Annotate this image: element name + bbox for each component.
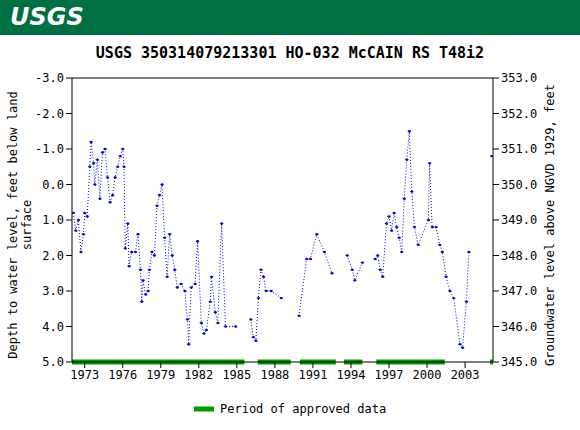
svg-text:2000: 2000 xyxy=(413,368,442,382)
svg-text:1973: 1973 xyxy=(70,368,99,382)
svg-text:USGS 350314079213301 HO-032 Mc: USGS 350314079213301 HO-032 McCAIN RS T4… xyxy=(96,44,484,62)
svg-text:1997: 1997 xyxy=(375,368,404,382)
svg-text:1991: 1991 xyxy=(298,368,327,382)
svg-text:351.0: 351.0 xyxy=(501,142,537,156)
svg-text:346.0: 346.0 xyxy=(501,320,537,334)
svg-text:-2.0: -2.0 xyxy=(35,107,64,121)
svg-text:1.0: 1.0 xyxy=(42,213,64,227)
svg-text:3.0: 3.0 xyxy=(42,284,64,298)
svg-text:surface: surface xyxy=(20,200,34,251)
svg-text:-3.0: -3.0 xyxy=(35,71,64,85)
svg-text:Depth to water level, feet bel: Depth to water level, feet below land xyxy=(8,91,20,358)
svg-text:Period of approved data: Period of approved data xyxy=(220,402,386,416)
svg-text:5.0: 5.0 xyxy=(42,355,64,369)
svg-text:1982: 1982 xyxy=(184,368,213,382)
svg-text:Groundwater level above NGVD 1: Groundwater level above NGVD 1929, feet xyxy=(543,84,557,366)
svg-text:-1.0: -1.0 xyxy=(35,142,64,156)
html-text:USGS: USGS xyxy=(10,3,84,31)
svg-text:2003: 2003 xyxy=(451,368,480,382)
svg-text:1976: 1976 xyxy=(108,368,137,382)
svg-text:1988: 1988 xyxy=(260,368,289,382)
svg-text:348.0: 348.0 xyxy=(501,249,537,263)
svg-text:347.0: 347.0 xyxy=(501,284,537,298)
svg-text:349.0: 349.0 xyxy=(501,213,537,227)
svg-text:2.0: 2.0 xyxy=(42,249,64,263)
svg-text:4.0: 4.0 xyxy=(42,320,64,334)
svg-text:345.0: 345.0 xyxy=(501,355,537,369)
svg-text:0.0: 0.0 xyxy=(42,178,64,192)
svg-text:1994: 1994 xyxy=(337,368,366,382)
svg-text:1985: 1985 xyxy=(222,368,251,382)
svg-text:1979: 1979 xyxy=(146,368,175,382)
svg-text:350.0: 350.0 xyxy=(501,178,537,192)
svg-text:352.0: 352.0 xyxy=(501,107,537,121)
svg-text:353.0: 353.0 xyxy=(501,71,537,85)
